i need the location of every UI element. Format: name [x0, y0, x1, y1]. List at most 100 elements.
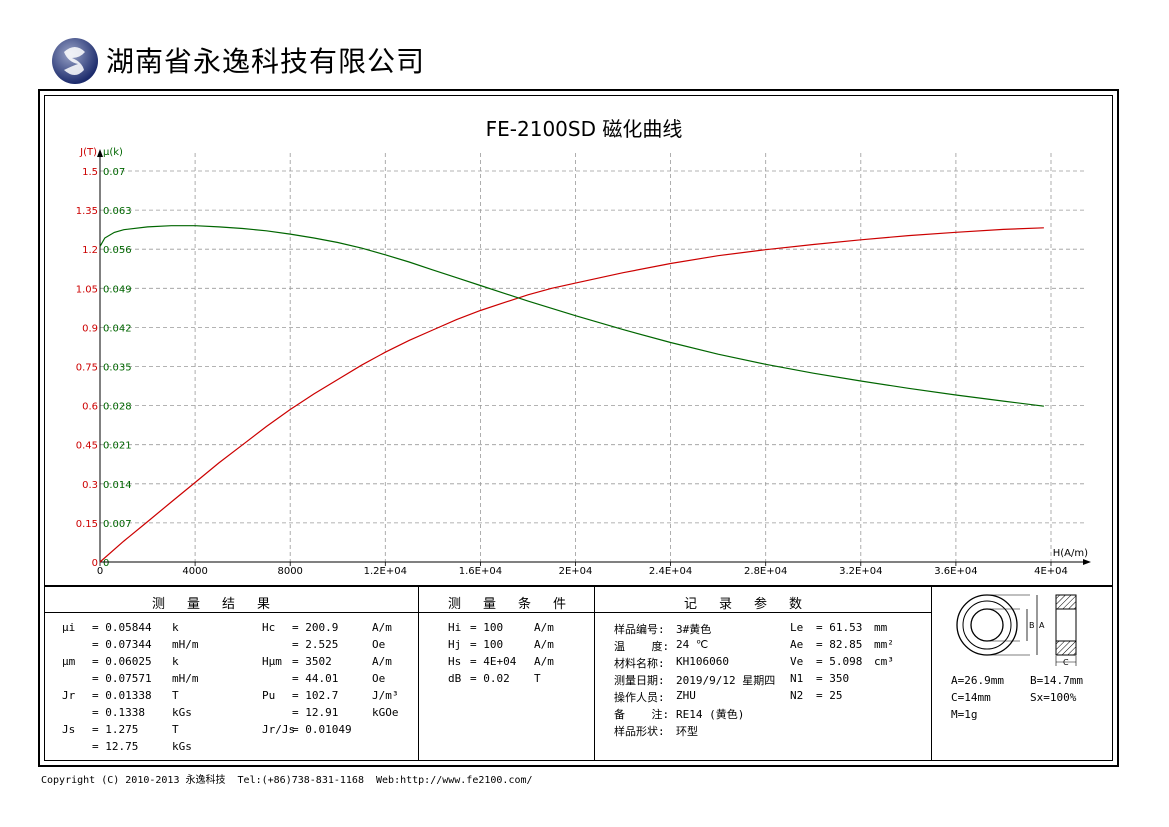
x-tick-label: 4000 — [182, 566, 207, 577]
result-cell: = 0.07571 — [92, 672, 152, 685]
result-cell: = 12.75 — [92, 740, 139, 753]
y2-tick-label: 0.049 — [103, 284, 132, 295]
dim-label-c: C — [1063, 658, 1069, 667]
magnetization-curve — [99, 227, 1044, 563]
magnetization-chart: FE-2100SD 磁化曲线 0 4000 8000 1.2E+04 1.6E+04 2E+… — [76, 117, 1091, 577]
dim-a: A=26.9mm — [951, 674, 1004, 687]
y2-tick-label: 0.021 — [103, 441, 132, 452]
record-cell: ZHU — [676, 689, 696, 702]
cross-section-top — [1055, 594, 1077, 610]
cross-section-body — [1055, 608, 1077, 642]
report-inner-frame — [44, 95, 1113, 761]
y2-tick-label: 0.063 — [103, 206, 132, 217]
y-tick-label: 1.5 — [82, 167, 98, 178]
result-cell: Jr/Js — [262, 723, 296, 736]
permeability-curve — [99, 225, 1044, 407]
dim-b: B=14.7mm — [1030, 674, 1083, 687]
result-cell: = 102.7 — [292, 689, 339, 702]
result-cell: = 1.275 — [92, 723, 139, 736]
x-axis-arrow — [1083, 559, 1091, 565]
y-tick-label: 0.3 — [82, 480, 98, 491]
sample-shape-diagram: A B C — [956, 594, 1077, 667]
record-cell: mm — [874, 621, 888, 634]
x-tick-label: 1.2E+04 — [364, 566, 407, 577]
result-cell: = 0.1338 — [92, 706, 145, 719]
condition-cell: Hs — [448, 655, 462, 668]
record-cell: 环型 — [676, 725, 698, 738]
result-cell: = 0.05844 — [92, 621, 152, 634]
x-tick-label: 0 — [97, 566, 103, 577]
record-cell: = 5.098 — [816, 655, 863, 668]
result-cell: A/m — [372, 621, 392, 634]
ring-middle-circle — [962, 600, 1012, 650]
y-axis-label: J(T) — [79, 147, 97, 158]
condition-cell: = 4E+04 — [470, 655, 517, 668]
x-tick-label: 4E+04 — [1034, 566, 1068, 577]
result-cell: T — [172, 723, 179, 736]
condition-cell: = 100 — [470, 621, 504, 634]
x-tick-label: 2.8E+04 — [744, 566, 787, 577]
result-cell: J/m³ — [372, 689, 399, 702]
condition-cell: A/m — [534, 638, 554, 651]
record-cell: 温 度: — [614, 640, 670, 653]
record-cell: KH106060 — [676, 655, 729, 668]
y-tick-label: 0.75 — [76, 363, 98, 374]
record-cell: Ve — [790, 655, 804, 668]
chart-title: FE-2100SD 磁化曲线 — [486, 117, 683, 141]
result-cell: Jr — [62, 689, 76, 702]
dim-label-b: B — [1029, 621, 1035, 630]
record-cell: mm² — [874, 638, 894, 651]
result-cell: Oe — [372, 638, 386, 651]
result-cell: T — [172, 689, 179, 702]
result-cell: μi — [62, 621, 76, 634]
result-cell: Hc — [262, 621, 276, 634]
record-cell: 备 注: — [614, 708, 670, 721]
y2-tick-label: 0.042 — [103, 323, 132, 334]
x-tick-label: 3.2E+04 — [839, 566, 882, 577]
dim-c: C=14mm — [951, 691, 991, 704]
result-cell: = 0.01338 — [92, 689, 152, 702]
record-cell: = 25 — [816, 689, 843, 702]
y2-tick-label: 0.007 — [103, 519, 132, 530]
record-cell: = 61.53 — [816, 621, 863, 634]
x-tick-label: 3.6E+04 — [934, 566, 977, 577]
y-axis-arrow — [97, 149, 103, 157]
table-top-border — [44, 585, 1113, 587]
result-cell: kGs — [172, 706, 192, 719]
result-cell: = 0.07344 — [92, 638, 152, 651]
copyright-footer: Copyright (C) 2010-2013 永逸科技 Tel:(+86)73… — [41, 775, 533, 786]
condition-cell: dB — [448, 672, 462, 685]
results-header: 测量结果 — [152, 597, 293, 612]
condition-cell: Hi — [448, 621, 462, 634]
y-tick-label: 1.2 — [82, 245, 98, 256]
y-tick-label: 0.9 — [82, 323, 98, 334]
record-cell: = 350 — [816, 672, 850, 685]
result-cell: = 44.01 — [292, 672, 339, 685]
company-logo — [52, 38, 98, 84]
y2-tick-label: 0.035 — [103, 363, 132, 374]
y2-tick-label: 0.014 — [103, 480, 132, 491]
result-cell: Js — [62, 723, 76, 736]
cross-section-bottom — [1055, 640, 1077, 656]
condition-cell: T — [534, 672, 541, 685]
ring-outer-circle — [956, 594, 1018, 656]
result-cell: mH/m — [172, 638, 199, 651]
y-tick-label: 0.6 — [82, 402, 98, 413]
result-cell: = 12.91 — [292, 706, 339, 719]
result-cell: Oe — [372, 672, 386, 685]
record-cell: 3#黄色 — [676, 623, 712, 636]
x-tick-label: 8000 — [277, 566, 302, 577]
column-divider — [931, 586, 932, 761]
table-header-line — [44, 612, 932, 613]
result-cell: = 3502 — [292, 655, 332, 668]
condition-cell: A/m — [534, 655, 554, 668]
params-header: 记录参数 — [684, 597, 825, 612]
record-cell: 操作人员: — [614, 691, 665, 704]
conditions-header: 测量条件 — [448, 597, 589, 612]
record-cell: RE14 (黄色) — [676, 708, 745, 721]
record-cell: Le — [790, 621, 804, 634]
result-cell: = 0.01049 — [292, 723, 352, 736]
result-cell: kGs — [172, 740, 192, 753]
condition-cell: = 100 — [470, 638, 504, 651]
result-cell: k — [172, 655, 179, 668]
